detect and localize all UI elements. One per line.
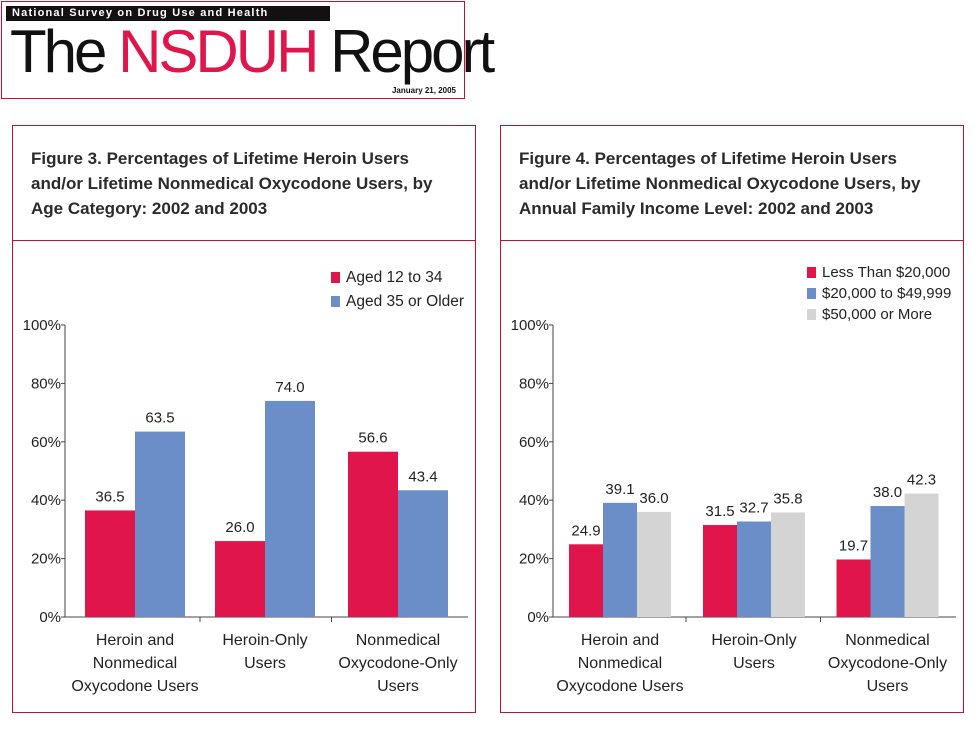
bar-value-label: 39.1 <box>605 481 634 498</box>
bar-value-label: 32.7 <box>739 500 768 517</box>
legend-swatch <box>807 288 816 299</box>
bar <box>265 400 315 617</box>
bar <box>569 544 603 617</box>
x-category-label: Heroin and <box>96 632 174 649</box>
x-category-label: Heroin-Only <box>222 632 307 649</box>
y-tick-label: 100% <box>511 317 549 334</box>
x-category-label: Nonmedical <box>845 632 929 649</box>
report-title: The NSDUH Report <box>10 12 495 92</box>
y-tick-label: 20% <box>519 551 549 568</box>
bar-value-label: 56.6 <box>358 430 387 447</box>
x-category-label: Users <box>867 678 909 695</box>
report-title-the: The <box>10 18 119 85</box>
x-category-label: Users <box>244 655 286 672</box>
x-category-label: Nonmedical <box>93 655 177 672</box>
bar <box>135 431 185 617</box>
bar-value-label: 38.0 <box>873 484 902 501</box>
figure-3-panel: Figure 3. Percentages of Lifetime Heroin… <box>12 125 476 713</box>
bar-value-label: 36.5 <box>95 488 124 505</box>
bar <box>637 511 671 617</box>
y-tick-label: 100% <box>23 317 61 334</box>
bar-value-label: 26.0 <box>225 519 254 536</box>
survey-name-bar: National Survey on Drug Use and Health <box>6 6 330 21</box>
figure-4-panel: Figure 4. Percentages of Lifetime Heroin… <box>500 125 964 713</box>
x-category-label: Users <box>377 678 419 695</box>
x-category-label: Oxycodone Users <box>71 678 198 695</box>
bar <box>870 506 905 617</box>
x-category-label: Nonmedical <box>356 632 440 649</box>
x-category-label: Users <box>733 655 775 672</box>
bar-value-label: 36.0 <box>639 490 668 507</box>
y-tick-label: 0% <box>527 609 549 626</box>
figure-3-title: Figure 3. Percentages of Lifetime Heroin… <box>13 126 475 241</box>
masthead: National Survey on Drug Use and Health T… <box>1 1 495 99</box>
figure-4-title: Figure 4. Percentages of Lifetime Heroin… <box>501 126 963 241</box>
bar-value-label: 63.5 <box>145 410 174 427</box>
x-category-label: Oxycodone Users <box>556 678 683 695</box>
bar-value-label: 24.9 <box>571 522 600 539</box>
legend-swatch <box>331 296 340 307</box>
legend-label: Aged 35 or Older <box>346 293 464 310</box>
bar-value-label: 35.8 <box>773 490 802 507</box>
bar <box>904 493 939 617</box>
y-tick-label: 80% <box>519 375 549 392</box>
bar <box>836 559 871 617</box>
y-tick-label: 60% <box>519 434 549 451</box>
bar-value-label: 42.3 <box>907 471 936 488</box>
x-category-label: Heroin and <box>581 632 659 649</box>
y-tick-label: 40% <box>31 492 61 509</box>
y-tick-label: 20% <box>31 551 61 568</box>
bar-value-label: 74.0 <box>275 379 304 396</box>
legend-swatch <box>807 267 816 278</box>
report-title-nsduh: NSDUH <box>118 18 319 85</box>
y-tick-label: 0% <box>39 609 61 626</box>
bar <box>703 525 737 617</box>
legend-label: $50,000 or More <box>822 306 932 323</box>
bar <box>603 502 637 617</box>
bar <box>398 490 448 617</box>
bar <box>215 541 265 617</box>
bar-value-label: 43.4 <box>408 468 437 485</box>
x-category-label: Oxycodone-Only <box>828 655 947 672</box>
y-tick-label: 60% <box>31 434 61 451</box>
legend-label: Aged 12 to 34 <box>346 269 443 286</box>
y-tick-label: 40% <box>519 492 549 509</box>
bar <box>737 521 771 617</box>
bar-value-label: 19.7 <box>839 537 868 554</box>
bar <box>348 451 398 617</box>
bar <box>85 510 135 617</box>
y-tick-label: 80% <box>31 375 61 392</box>
legend-label: Less Than $20,000 <box>822 264 950 281</box>
bar <box>771 512 805 617</box>
figure-4-chart: 0% 20% 40% 60% 80% 100% 24.9 39.1 36.0 Heroin and… <box>511 264 956 695</box>
x-category-label: Oxycodone-Only <box>338 655 457 672</box>
x-category-label: Heroin-Only <box>711 632 796 649</box>
legend-swatch <box>807 309 816 320</box>
bar-value-label: 31.5 <box>705 503 734 520</box>
x-category-label: Nonmedical <box>578 655 662 672</box>
legend-swatch <box>331 272 340 283</box>
figure-3-chart: 0% 20% 40% 60% 80% 100% 36.5 63.5 Heroin and Nonm… <box>23 269 468 695</box>
report-title-report: Report <box>316 18 495 85</box>
report-date: January 21, 2005 <box>391 86 456 95</box>
legend-label: $20,000 to $49,999 <box>822 285 951 302</box>
